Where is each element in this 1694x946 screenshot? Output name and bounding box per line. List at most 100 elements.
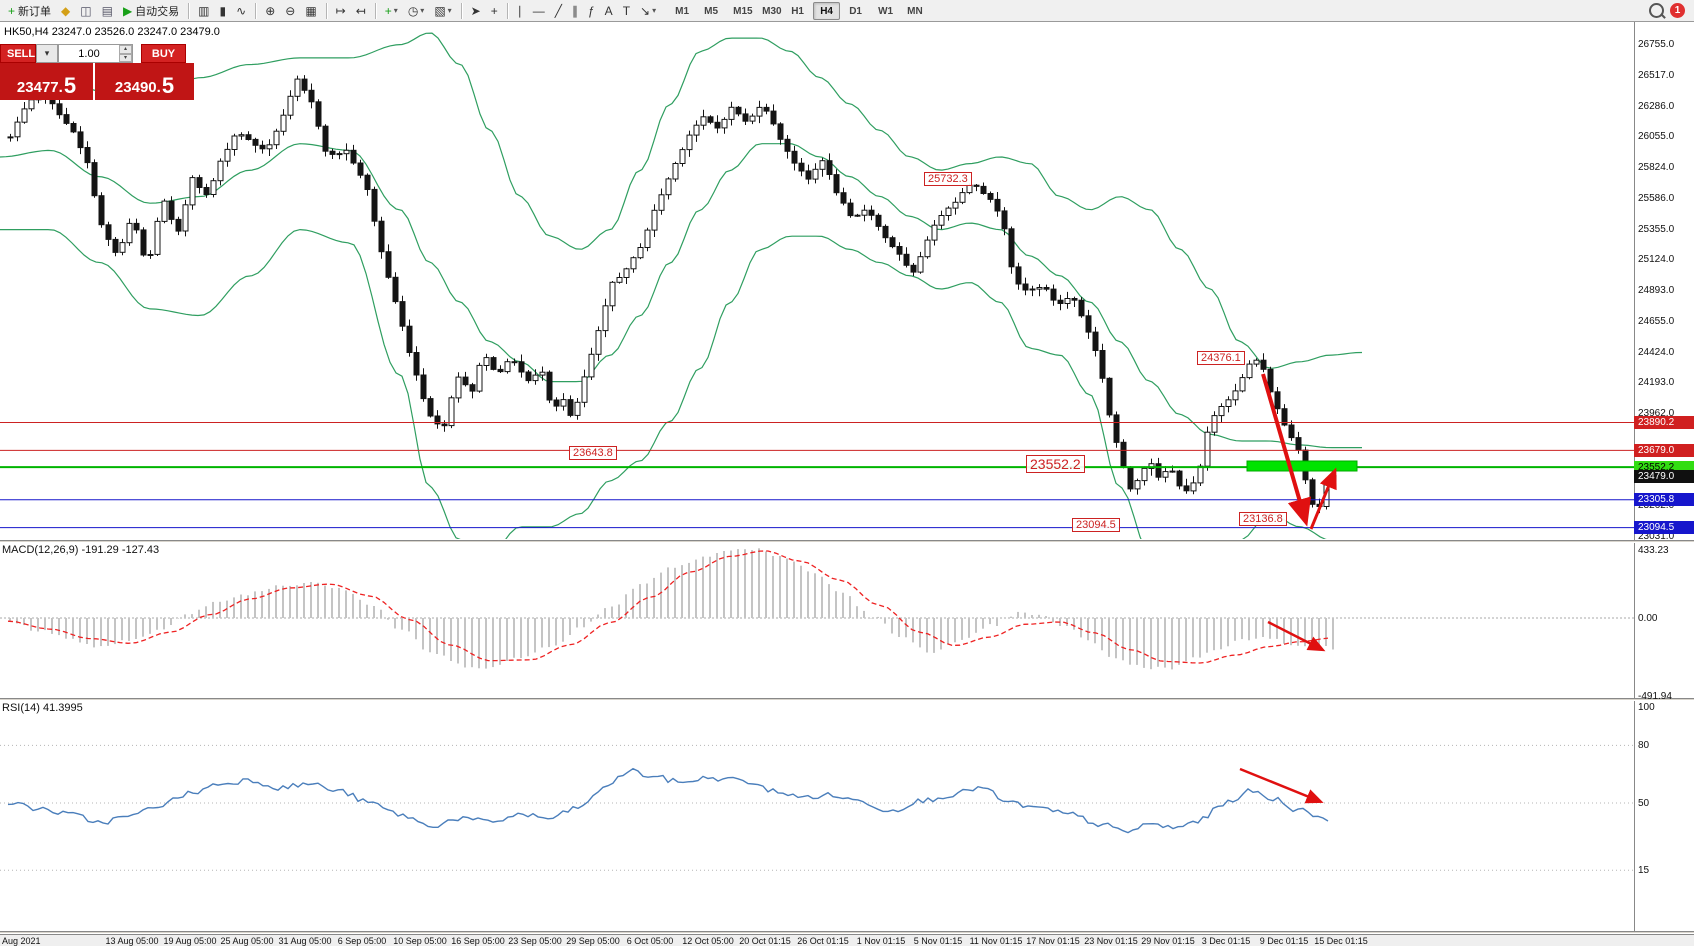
buy-button[interactable]: BUY — [141, 44, 186, 63]
terminal-icon: ▤ — [101, 3, 113, 18]
price-axis-tick: 26286.0 — [1638, 100, 1675, 112]
line-chart-icon: ∿ — [236, 3, 247, 18]
toolbar-separator — [460, 2, 462, 19]
timeframe-button-m1[interactable]: M1 — [668, 2, 695, 20]
timeframe-button-mn[interactable]: MN — [900, 2, 927, 20]
buy-price-pip: 5 — [161, 73, 175, 98]
vertical-line-icon[interactable]: ∣ — [513, 2, 527, 20]
price-axis-tick: 25355.0 — [1638, 223, 1675, 235]
tile-windows-icon[interactable]: ▦ — [301, 2, 320, 20]
time-axis-label: 26 Oct 01:15 — [797, 936, 849, 946]
rsi-indicator-label: RSI(14) 41.3995 — [2, 702, 83, 714]
panel-splitter[interactable] — [0, 540, 1694, 543]
tile-windows-icon: ▦ — [305, 3, 317, 18]
templates-icon: ▧ — [434, 3, 446, 18]
text-icon[interactable]: A — [601, 2, 617, 20]
search-icon[interactable] — [1649, 3, 1664, 18]
macd-axis-tick: 433.23 — [1638, 544, 1669, 556]
panel-splitter[interactable] — [0, 698, 1694, 701]
price-axis-tick: 26517.0 — [1638, 70, 1675, 82]
channel-icon[interactable]: ∥ — [568, 2, 582, 20]
toolbar-separator — [255, 2, 257, 19]
order-type-dropdown[interactable]: ▾ — [36, 44, 58, 63]
auto-trading-button: ▶ — [122, 3, 133, 18]
fibonacci-icon: ƒ — [587, 3, 595, 18]
arrows-icon[interactable]: ↘ ▾ — [636, 2, 660, 20]
candlestick-chart-icon: ▮ — [219, 3, 227, 18]
arrows-icon: ↘ — [640, 3, 651, 18]
terminal-icon[interactable]: ▤ — [98, 2, 117, 20]
time-axis-label: 19 Aug 05:00 — [163, 936, 217, 946]
panel-splitter[interactable] — [0, 931, 1694, 934]
auto-trading-button[interactable]: ▶ 自动交易 — [119, 2, 183, 20]
fibonacci-icon[interactable]: ƒ — [584, 2, 599, 20]
candlestick-chart-icon[interactable]: ▮ — [216, 2, 231, 20]
toolbar-separator — [506, 2, 508, 19]
label-icon[interactable]: T — [619, 2, 634, 20]
timeframe-button-d1[interactable]: D1 — [842, 2, 869, 20]
volume-decrease-button[interactable]: ▾ — [119, 53, 132, 62]
sell-button[interactable]: SELL — [0, 44, 36, 63]
new-order-button[interactable]: + 新订单 — [4, 2, 55, 20]
zoom-out-icon[interactable]: ⊖ — [281, 2, 299, 20]
crosshair-icon: + — [490, 3, 498, 18]
time-axis[interactable]: Aug 2021 13 Aug 05:00 19 Aug 05:00 25 Aug 0… — [0, 934, 1694, 946]
bar-chart-icon[interactable]: ▥ — [194, 2, 213, 20]
price-callout-label: 23643.8 — [569, 446, 617, 460]
chevron-down-icon: ▾ — [44, 48, 50, 58]
horizontal-line-icon[interactable]: ― — [529, 2, 549, 20]
time-axis-label: 9 Dec 01:15 — [1259, 936, 1309, 946]
volume-input[interactable]: 1.00 ▴ ▾ — [58, 44, 133, 63]
templates-icon[interactable]: ▧ ▾ — [430, 2, 455, 20]
timeframe-button-w1[interactable]: W1 — [871, 2, 898, 20]
price-axis-tick: 25124.0 — [1638, 254, 1675, 266]
trade-prices-row: 23477. 5 23490. 5 — [0, 63, 194, 100]
price-axis-tick: 25586.0 — [1638, 193, 1675, 205]
notification-badge[interactable]: 1 — [1670, 3, 1685, 18]
navigator-icon: ◫ — [80, 3, 92, 18]
auto-scroll-icon[interactable]: ↦ — [332, 2, 350, 20]
price-axis-tick: 23031.0 — [1638, 531, 1675, 542]
line-chart-icon[interactable]: ∿ — [232, 2, 250, 20]
timeframe-button-m30[interactable]: M30 — [755, 2, 782, 20]
toolbar-separator — [188, 2, 190, 19]
navigator-icon[interactable]: ◫ — [76, 2, 95, 20]
rsi-panel — [0, 701, 1694, 934]
price-axis-tick: 24193.0 — [1638, 377, 1675, 389]
zoom-in-icon[interactable]: ⊕ — [261, 2, 279, 20]
crosshair-icon[interactable]: + — [487, 2, 502, 20]
sell-price[interactable]: 23477. 5 — [0, 63, 93, 100]
indicators-icon: + — [384, 3, 392, 18]
cursor-icon[interactable]: ➤ — [467, 2, 485, 20]
zoom-in-icon: ⊕ — [265, 3, 276, 18]
timeframe-button-m5[interactable]: M5 — [697, 2, 724, 20]
volume-value: 1.00 — [78, 47, 100, 60]
timeframe-button-m15[interactable]: M15 — [726, 2, 753, 20]
sell-price-pip: 5 — [63, 73, 77, 98]
macd-axis-tick: 0.00 — [1638, 613, 1658, 624]
timeframe-button-h1[interactable]: H1 — [784, 2, 811, 20]
time-axis-label: 31 Aug 05:00 — [278, 936, 332, 946]
timeframe-button-h4[interactable]: H4 — [813, 1, 841, 20]
volume-increase-button[interactable]: ▴ — [119, 45, 132, 54]
toolbar-groups: + 新订单 ◆ ◫ ▤ ▶ 自动交易 ▥ ▮ ∿ ⊕ ⊖ ▦ ↦ ↤ + ▾ ◷ ▾ ▧ ▾ ➤ + ∣ ― ╱ ∥ ƒ A T ↘ ▾ — [3, 2, 661, 20]
time-axis-label: Aug 2021 — [2, 936, 41, 946]
periods-icon[interactable]: ◷ ▾ — [404, 2, 429, 20]
market-watch-icon[interactable]: ◆ — [57, 2, 74, 20]
indicators-icon[interactable]: + ▾ — [381, 2, 402, 20]
buy-price[interactable]: 23490. 5 — [95, 63, 194, 100]
timeframe-toolbar: M1 M5 M15 M30 H1 H4 D1 W1 MN — [667, 0, 928, 22]
time-axis-label: 12 Oct 05:00 — [682, 936, 734, 946]
price-axis-tick: 25824.0 — [1638, 162, 1675, 173]
trendline-icon: ╱ — [554, 3, 562, 18]
rsi-axis-tick: 100 — [1638, 702, 1655, 713]
time-axis-label: 23 Nov 01:15 — [1084, 936, 1138, 946]
vertical-line-icon: ∣ — [516, 3, 523, 18]
time-axis-label: 10 Sep 05:00 — [393, 936, 447, 946]
trendline-icon[interactable]: ╱ — [551, 2, 566, 20]
chart-shift-icon[interactable]: ↤ — [352, 2, 370, 20]
chevron-down-icon: ▾ — [652, 6, 657, 15]
time-axis-label: 17 Nov 01:15 — [1026, 936, 1080, 946]
price-callout-label: 23552.2 — [1026, 455, 1085, 473]
